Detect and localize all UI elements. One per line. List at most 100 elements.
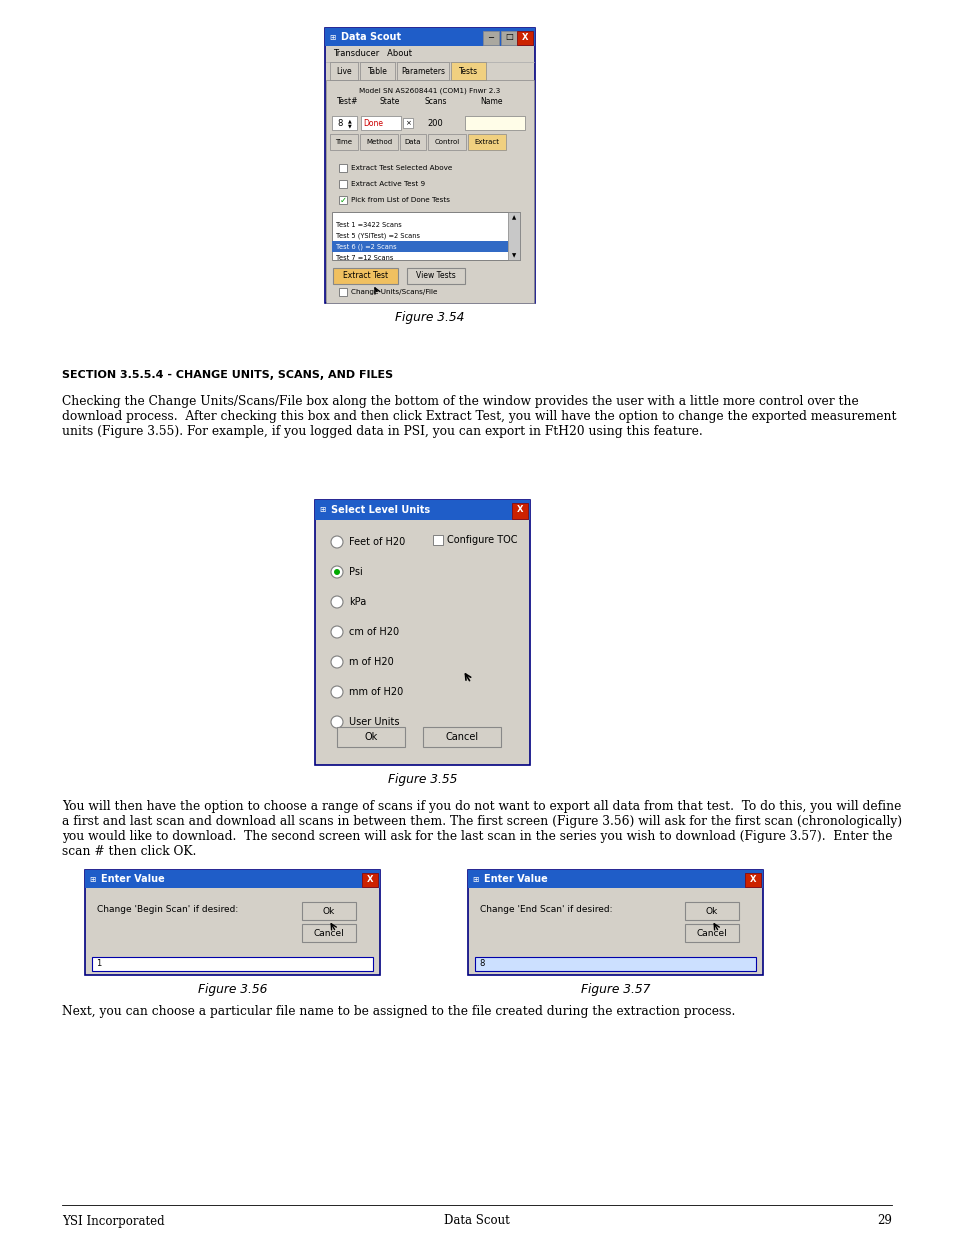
Text: Scans: Scans	[424, 98, 447, 106]
Text: Table: Table	[367, 67, 387, 75]
Bar	[359, 62, 395, 80]
Text: ─: ─	[488, 32, 493, 42]
Text: 29: 29	[876, 1214, 891, 1228]
Bar	[451, 62, 485, 80]
Text: YSI Incorporated: YSI Incorporated	[62, 1214, 165, 1228]
Bar	[468, 869, 762, 888]
Bar	[338, 180, 347, 188]
Bar	[333, 268, 397, 284]
Text: Live: Live	[335, 67, 352, 75]
Bar	[314, 500, 530, 764]
Text: ▼: ▼	[348, 124, 352, 128]
Circle shape	[331, 566, 343, 578]
Bar	[85, 869, 379, 974]
Text: Extract Test: Extract Test	[342, 272, 388, 280]
Text: You will then have the option to choose a range of scans if you do not want to e: You will then have the option to choose …	[62, 800, 901, 813]
Text: Method: Method	[366, 140, 392, 144]
Text: download process.  After checking this box and then click ⁠Extract Test,⁠ you wi: download process. After checking this bo…	[62, 410, 896, 424]
Text: □: □	[504, 32, 513, 42]
Bar	[433, 535, 442, 545]
Bar	[360, 116, 400, 130]
Bar	[338, 164, 347, 172]
Text: View Tests: View Tests	[416, 272, 456, 280]
Text: Ok: Ok	[364, 732, 377, 742]
Text: mm of H20: mm of H20	[349, 687, 403, 697]
Text: Enter Value: Enter Value	[483, 874, 547, 884]
Text: Control: Control	[434, 140, 459, 144]
Bar	[512, 503, 527, 519]
Text: 1: 1	[96, 960, 101, 968]
Text: 8: 8	[478, 960, 484, 968]
Text: Time: Time	[335, 140, 352, 144]
Circle shape	[331, 716, 343, 727]
Text: Parameters: Parameters	[400, 67, 444, 75]
Text: Configure TOC: Configure TOC	[447, 535, 517, 545]
Text: Extract Test Selected Above: Extract Test Selected Above	[351, 165, 452, 170]
Text: Extract Active Test 9: Extract Active Test 9	[351, 182, 425, 186]
Circle shape	[331, 536, 343, 548]
Text: Figure 3.56: Figure 3.56	[197, 983, 267, 995]
Text: ⊞: ⊞	[472, 874, 477, 883]
Bar	[428, 135, 465, 149]
Bar	[314, 500, 530, 520]
Text: User Units: User Units	[349, 718, 399, 727]
Bar	[338, 196, 347, 204]
Bar	[361, 873, 377, 887]
Text: Test#: Test#	[336, 98, 358, 106]
Text: cm of H20: cm of H20	[349, 627, 398, 637]
Text: Done: Done	[363, 119, 382, 127]
Bar	[338, 288, 347, 296]
Bar	[468, 135, 505, 149]
Text: Pick from List of Done Tests: Pick from List of Done Tests	[351, 198, 450, 203]
Text: ▲: ▲	[512, 215, 516, 221]
Text: m of H20: m of H20	[349, 657, 394, 667]
Text: X: X	[366, 874, 373, 883]
Text: State: State	[379, 98, 400, 106]
Text: Figure 3.57: Figure 3.57	[580, 983, 650, 995]
Text: X: X	[521, 32, 528, 42]
Text: Select Level Units: Select Level Units	[331, 505, 430, 515]
Text: Test 1 =3422 Scans: Test 1 =3422 Scans	[335, 222, 401, 228]
Bar	[517, 31, 533, 44]
Text: 200: 200	[427, 119, 442, 127]
Text: Change Units/Scans/File: Change Units/Scans/File	[351, 289, 437, 295]
Text: ⊞: ⊞	[329, 32, 335, 42]
Bar	[684, 924, 739, 942]
Text: Change 'End Scan' if desired:: Change 'End Scan' if desired:	[479, 905, 612, 914]
Text: Name: Name	[479, 98, 502, 106]
Text: Ok: Ok	[705, 906, 718, 915]
Text: scan # then click OK.: scan # then click OK.	[62, 845, 196, 858]
Text: a first and last scan and download all scans in between them. The first screen (: a first and last scan and download all s…	[62, 815, 902, 827]
Text: Change 'Begin Scan' if desired:: Change 'Begin Scan' if desired:	[97, 905, 238, 914]
Text: Model SN AS2608441 (COM1) Fnwr 2.3: Model SN AS2608441 (COM1) Fnwr 2.3	[359, 88, 500, 94]
Text: Extract: Extract	[474, 140, 499, 144]
Text: Tests: Tests	[458, 67, 477, 75]
Bar	[402, 119, 413, 128]
Bar	[326, 46, 534, 62]
Text: Cancel: Cancel	[445, 732, 478, 742]
Text: ▲: ▲	[348, 119, 352, 124]
Bar	[325, 28, 535, 303]
Text: ⊞: ⊞	[318, 505, 325, 515]
Text: kPa: kPa	[349, 597, 366, 606]
Text: 8: 8	[337, 119, 342, 127]
Bar	[91, 957, 373, 971]
Bar	[482, 31, 498, 44]
Text: ×: ×	[405, 120, 411, 126]
Bar	[464, 116, 524, 130]
Circle shape	[331, 656, 343, 668]
Bar	[396, 62, 449, 80]
Text: Cancel: Cancel	[696, 929, 726, 937]
Bar	[422, 727, 500, 747]
Bar	[302, 902, 355, 920]
Text: Data Scout: Data Scout	[444, 1214, 509, 1228]
Text: Cancel: Cancel	[314, 929, 344, 937]
Text: Transducer   About: Transducer About	[333, 49, 412, 58]
Text: units (Figure 3.55). For example, if you logged data in PSI, you can export in F: units (Figure 3.55). For example, if you…	[62, 425, 702, 438]
Text: Data: Data	[404, 140, 421, 144]
Circle shape	[331, 626, 343, 638]
Text: X: X	[517, 505, 522, 515]
Text: ⊞: ⊞	[89, 874, 95, 883]
Text: Checking the ⁠Change Units/Scans/File⁠ box along the bottom of the window provid: Checking the ⁠Change Units/Scans/File⁠ b…	[62, 395, 858, 408]
Circle shape	[331, 685, 343, 698]
